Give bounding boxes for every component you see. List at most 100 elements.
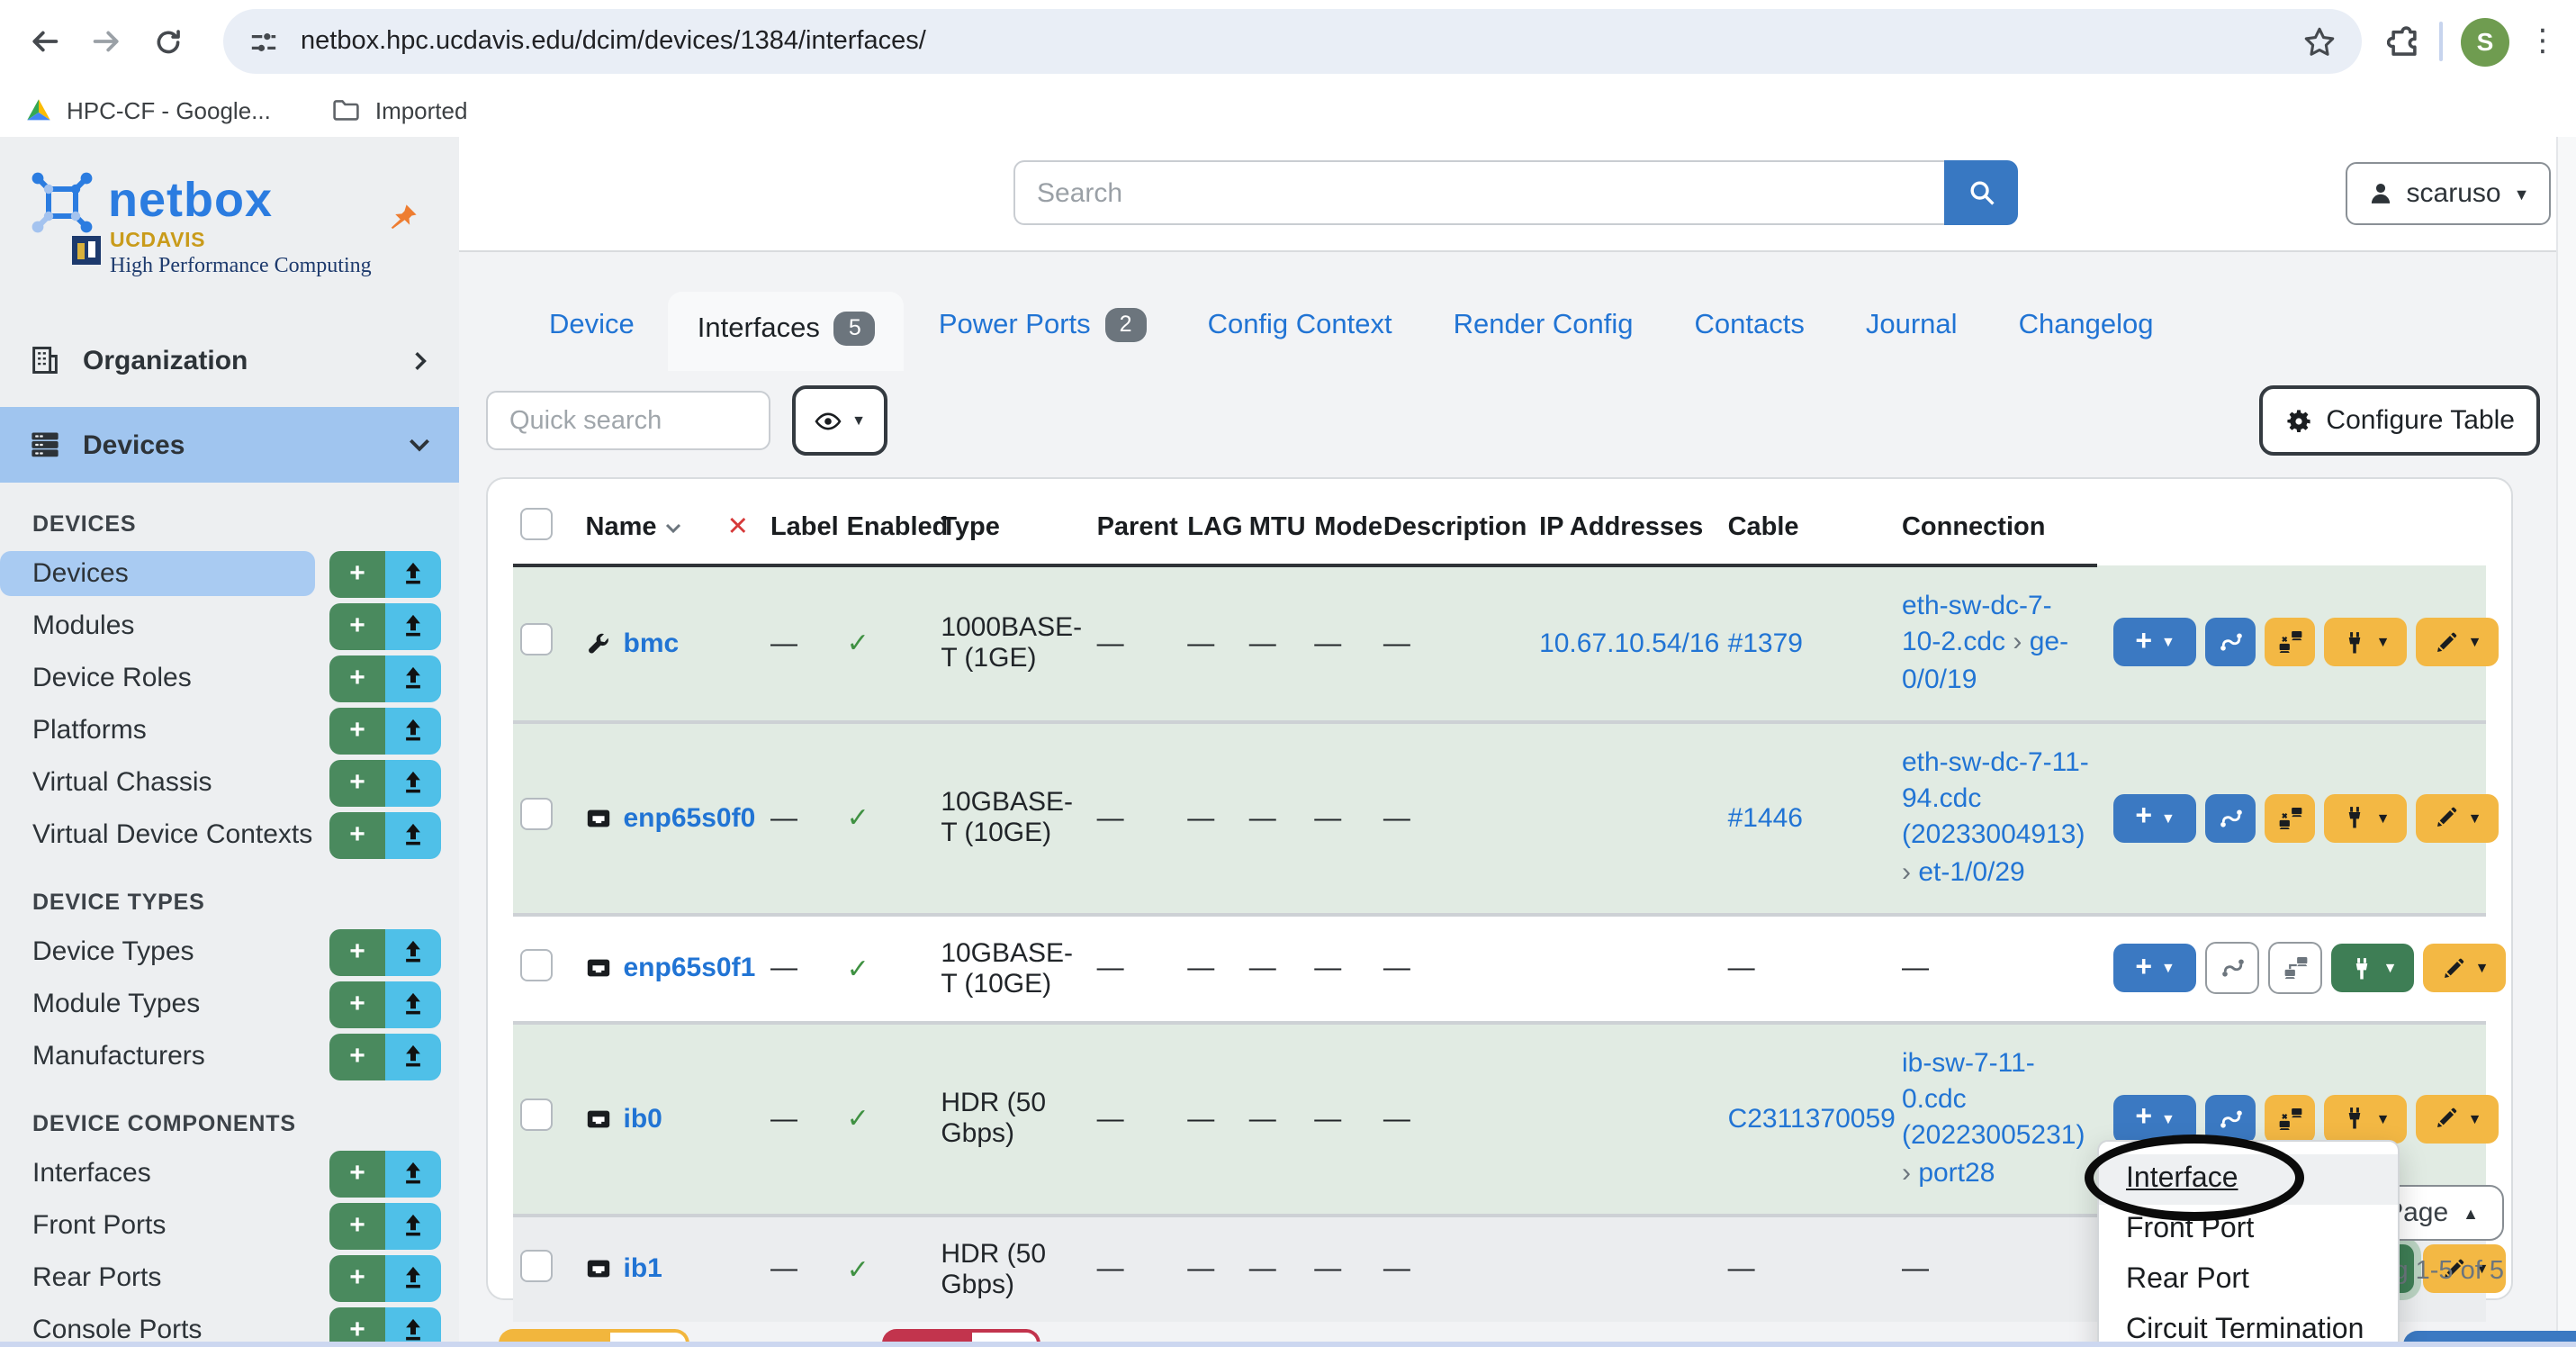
scrollbar[interactable] — [2556, 137, 2576, 1347]
cable-link[interactable]: #1379 — [1728, 628, 1803, 659]
add-component-button[interactable]: +▼ — [2114, 794, 2197, 843]
trace-cable-button[interactable] — [2206, 794, 2256, 843]
quick-search-input[interactable] — [486, 391, 770, 450]
browser-menu-icon[interactable]: ⋮ — [2527, 23, 2558, 59]
netbox-logo[interactable]: netbox UCDAVIS High Performance Computin… — [0, 137, 459, 317]
tab-journal[interactable]: Journal — [1839, 292, 1985, 360]
column-header-type[interactable]: Type — [933, 479, 1089, 565]
import-button[interactable] — [385, 1202, 441, 1249]
connection-button[interactable]: ▼ — [2325, 619, 2408, 667]
interface-name-link[interactable]: bmc — [624, 628, 680, 659]
browser-avatar[interactable]: S — [2461, 17, 2509, 66]
sidebar-item-label[interactable]: Interfaces — [0, 1151, 315, 1196]
sidebar-item-rear-ports[interactable]: Rear Ports + — [0, 1252, 441, 1304]
sidebar-item-device-types[interactable]: Device Types + — [0, 926, 441, 978]
connect-info-button[interactable] — [2269, 943, 2323, 995]
sidebar-item-label[interactable]: Front Ports — [0, 1203, 315, 1248]
sidebar-item-label[interactable]: Virtual Device Contexts — [0, 812, 315, 857]
column-header-parent[interactable]: Parent — [1090, 479, 1181, 565]
disconnect-button[interactable] — [2265, 619, 2316, 667]
pin-sidebar-icon[interactable] — [389, 202, 419, 232]
disconnect-button[interactable] — [2265, 794, 2316, 843]
column-header-ip-addresses[interactable]: IP Addresses — [1532, 479, 1721, 565]
import-button[interactable] — [385, 1254, 441, 1301]
cable-link[interactable]: #1446 — [1728, 803, 1803, 834]
add-button[interactable]: + — [329, 602, 385, 649]
column-header-mode[interactable]: Mode — [1307, 479, 1376, 565]
menu-item-interface[interactable]: Interface — [2099, 1154, 2398, 1205]
connection-link[interactable]: ib-sw-7-11-0.cdc (20223005231) — [1902, 1048, 2085, 1152]
interface-name-link[interactable]: ib1 — [624, 1254, 662, 1285]
tab-render-config[interactable]: Render Config — [1427, 292, 1661, 360]
sidebar-item-front-ports[interactable]: Front Ports + — [0, 1199, 441, 1252]
menu-item-rear-port[interactable]: Rear Port — [2099, 1255, 2398, 1306]
column-header-connection[interactable]: Connection — [1895, 479, 2098, 565]
add-component-button[interactable]: +▼ — [2114, 619, 2197, 667]
search-input[interactable] — [1013, 160, 1944, 225]
import-button[interactable] — [385, 1150, 441, 1197]
sidebar-item-device-roles[interactable]: Device Roles + — [0, 652, 441, 704]
sidebar-item-label[interactable]: Device Types — [0, 929, 315, 974]
sidebar-item-devices-group[interactable]: Devices — [0, 407, 459, 483]
connection-link[interactable]: et-1/0/29 — [1918, 856, 2024, 887]
user-menu-button[interactable]: scaruso ▼ — [2346, 162, 2551, 225]
row-checkbox[interactable] — [520, 949, 553, 981]
add-button[interactable]: + — [329, 1202, 385, 1249]
edit-button[interactable]: ▼ — [2417, 619, 2499, 667]
column-visibility-button[interactable]: ▼ — [792, 385, 887, 456]
site-info-icon[interactable] — [248, 26, 279, 57]
tab-contacts[interactable]: Contacts — [1668, 292, 1832, 360]
browser-back-icon[interactable] — [14, 11, 76, 72]
add-button[interactable]: + — [329, 1033, 385, 1080]
column-header-name[interactable]: Name — [579, 479, 720, 565]
add-button[interactable]: + — [329, 759, 385, 806]
connection-link[interactable]: port28 — [1918, 1157, 1995, 1188]
trace-cable-button[interactable] — [2206, 1095, 2256, 1144]
import-button[interactable] — [385, 655, 441, 701]
add-component-button[interactable]: +▼ — [2114, 1095, 2197, 1144]
column-header-lag[interactable]: LAG — [1180, 479, 1242, 565]
sidebar-item-devices[interactable]: Devices + — [0, 547, 441, 600]
connection-link[interactable]: eth-sw-dc-7-11-94.cdc (20233004913) — [1902, 747, 2089, 851]
row-checkbox[interactable] — [520, 1250, 553, 1282]
sidebar-item-label[interactable]: Devices — [0, 551, 315, 596]
sidebar-item-label[interactable]: Module Types — [0, 981, 315, 1026]
edit-button[interactable]: ▼ — [2417, 794, 2499, 843]
address-bar[interactable]: netbox.hpc.ucdavis.edu/dcim/devices/1384… — [223, 9, 2362, 74]
add-button[interactable]: + — [329, 655, 385, 701]
row-checkbox[interactable] — [520, 799, 553, 831]
add-button[interactable]: + — [329, 1150, 385, 1197]
sidebar-item-modules[interactable]: Modules + — [0, 600, 441, 652]
add-button[interactable]: + — [329, 550, 385, 597]
sidebar-item-label[interactable]: Virtual Chassis — [0, 760, 315, 805]
sidebar-item-interfaces[interactable]: Interfaces + — [0, 1147, 441, 1199]
cable-link[interactable]: C2311370059 — [1728, 1104, 1896, 1135]
bookmark-star-icon[interactable] — [2302, 24, 2337, 59]
sidebar-item-label[interactable]: Device Roles — [0, 655, 315, 701]
add-button[interactable]: + — [329, 811, 385, 858]
connection-button[interactable]: ▼ — [2325, 1095, 2408, 1144]
interface-name-link[interactable]: enp65s0f1 — [624, 954, 756, 984]
trace-cable-button[interactable] — [2206, 619, 2256, 667]
import-button[interactable] — [385, 981, 441, 1027]
column-header-mtu[interactable]: MTU — [1242, 479, 1308, 565]
row-checkbox[interactable] — [520, 1099, 553, 1132]
configure-table-button[interactable]: Configure Table — [2259, 385, 2540, 456]
import-button[interactable] — [385, 602, 441, 649]
add-button[interactable]: + — [329, 981, 385, 1027]
search-button[interactable] — [1944, 160, 2018, 225]
add-button[interactable]: + — [329, 1254, 385, 1301]
sidebar-item-label[interactable]: Modules — [0, 603, 315, 648]
add-component-button[interactable]: +▼ — [2114, 945, 2197, 993]
import-button[interactable] — [385, 550, 441, 597]
sidebar-item-label[interactable]: Manufacturers — [0, 1034, 315, 1079]
column-header-label[interactable]: Label — [763, 479, 840, 565]
disconnect-button[interactable] — [2265, 1095, 2316, 1144]
select-all-checkbox[interactable] — [520, 508, 553, 540]
sidebar-item-organization[interactable]: Organization — [0, 331, 459, 389]
tab-interfaces[interactable]: Interfaces5 — [669, 292, 905, 371]
trace-cable-button[interactable] — [2206, 943, 2260, 995]
sidebar-item-virtual-device-contexts[interactable]: Virtual Device Contexts + — [0, 809, 441, 861]
import-button[interactable] — [385, 707, 441, 754]
add-button[interactable]: + — [329, 928, 385, 975]
